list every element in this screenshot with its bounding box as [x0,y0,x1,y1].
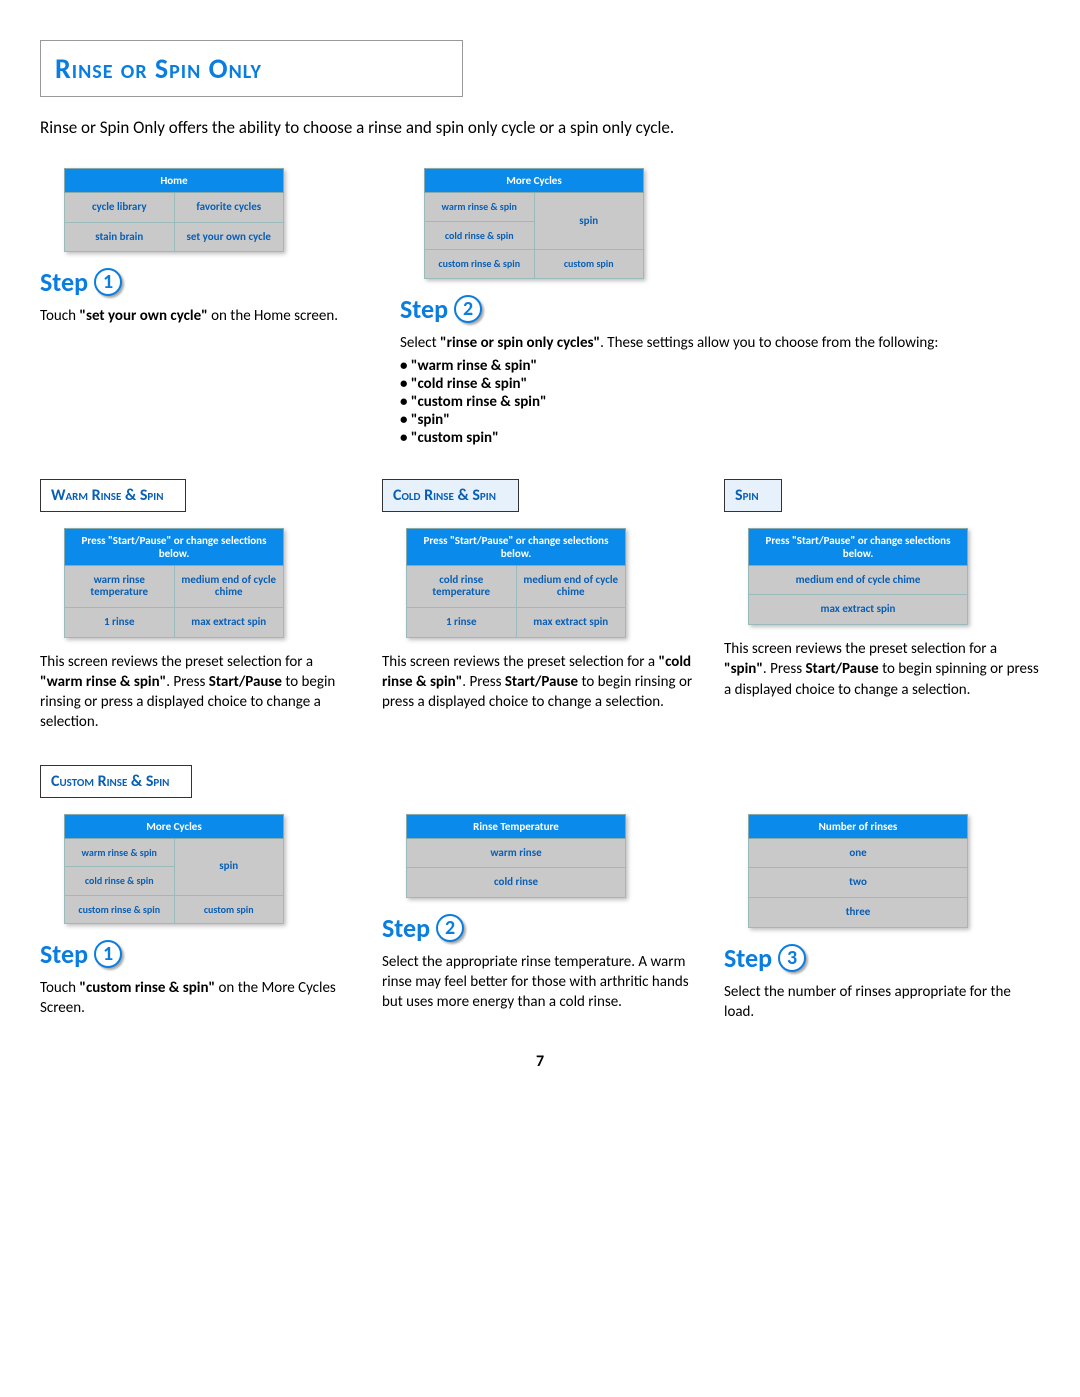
sub-cold: Cold Rinse & Spin [382,479,519,512]
home-cell[interactable]: cycle library [65,193,175,223]
mc-cell[interactable]: warm rinse & spin [65,838,175,867]
step2-lead: Select "rinse or spin only cycles". Thes… [400,333,1040,353]
step2-options: "warm rinse & spin" "cold rinse & spin" … [400,357,1040,447]
sub-custom: Custom Rinse & Spin [40,765,192,798]
cell[interactable]: 1 rinse [407,608,517,638]
cell[interactable]: warm rinse temperature [65,565,175,607]
b-step3-text: Select the number of rinses appropriate … [724,982,1040,1023]
num-rinses-panel: Number of rinses one two three [748,814,968,928]
page-title-box: Rinse or Spin Only [40,40,463,97]
opt: "warm rinse & spin" [400,357,1040,375]
mc-cell[interactable]: cold rinse & spin [425,221,535,250]
mc-cell[interactable]: spin [174,838,284,895]
b-step2-heading: Step 2 [382,912,698,944]
home-cell[interactable]: set your own cycle [174,222,284,252]
nr-header: Number of rinses [749,814,968,838]
hint: Press "Start/Pause" or change selections… [65,528,284,565]
mc-cell[interactable]: cold rinse & spin [65,867,175,896]
warm-desc: This screen reviews the preset selection… [40,652,356,733]
cell[interactable]: 1 rinse [65,608,175,638]
mc-cell[interactable]: custom rinse & spin [65,895,175,924]
b-step3-heading: Step 3 [724,942,1040,974]
mc-cell[interactable]: custom spin [174,895,284,924]
cell[interactable]: medium end of cycle chime [516,565,626,607]
mc-cell[interactable]: custom rinse & spin [425,250,535,279]
cell[interactable]: cold rinse temperature [407,565,517,607]
step-number-icon: 3 [778,944,806,972]
opt: "custom spin" [400,429,1040,447]
opt: "cold rinse & spin" [400,375,1040,393]
opt: "custom rinse & spin" [400,393,1040,411]
more-cycles-panel: More Cycles warm rinse & spin spin cold … [424,168,644,279]
step1-heading: Step 1 [40,266,360,298]
spin-desc: This screen reviews the preset selection… [724,639,1040,700]
step2-heading: Step 2 [400,293,1040,325]
rt-cell[interactable]: cold rinse [407,868,626,898]
more-cycles-panel-2: More Cycles warm rinse & spin spin cold … [64,814,284,925]
warm-preset-panel: Press "Start/Pause" or change selections… [64,528,284,638]
step-number-icon: 1 [94,940,122,968]
cold-preset-panel: Press "Start/Pause" or change selections… [406,528,626,638]
hint: Press "Start/Pause" or change selections… [407,528,626,565]
page-title: Rinse or Spin Only [55,51,262,86]
rinse-temp-panel: Rinse Temperature warm rinse cold rinse [406,814,626,898]
cell[interactable]: max extract spin [174,608,284,638]
nr-cell[interactable]: one [749,838,968,868]
b-step2-text: Select the appropriate rinse temperature… [382,952,698,1013]
mc2-header: More Cycles [65,814,284,838]
intro-text: Rinse or Spin Only offers the ability to… [40,117,1040,138]
step-number-icon: 2 [436,914,464,942]
spin-preset-panel: Press "Start/Pause" or change selections… [748,528,968,625]
cell[interactable]: max extract spin [749,595,968,625]
sub-spin: Spin [724,479,782,512]
page-number: 7 [40,1052,1040,1071]
cell[interactable]: medium end of cycle chime [174,565,284,607]
b-step1-text: Touch "custom rinse & spin" on the More … [40,978,356,1019]
mc-cell[interactable]: custom spin [534,250,644,279]
nr-cell[interactable]: two [749,868,968,898]
cell[interactable]: medium end of cycle chime [749,565,968,595]
rt-cell[interactable]: warm rinse [407,838,626,868]
home-panel-header: Home [65,169,284,193]
home-cell[interactable]: stain brain [65,222,175,252]
mc-cell[interactable]: warm rinse & spin [425,193,535,222]
opt: "spin" [400,411,1040,429]
b-step1-heading: Step 1 [40,938,356,970]
step-number-icon: 1 [94,268,122,296]
rt-header: Rinse Temperature [407,814,626,838]
more-cycles-header: More Cycles [425,169,644,193]
mc-cell[interactable]: spin [534,193,644,250]
cell[interactable]: max extract spin [516,608,626,638]
cold-desc: This screen reviews the preset selection… [382,652,698,713]
home-panel: Home cycle library favorite cycles stain… [64,168,284,252]
home-cell[interactable]: favorite cycles [174,193,284,223]
sub-warm: Warm Rinse & Spin [40,479,186,512]
step-number-icon: 2 [454,295,482,323]
nr-cell[interactable]: three [749,897,968,927]
step1-text: Touch "set your own cycle" on the Home s… [40,306,360,326]
hint: Press "Start/Pause" or change selections… [749,528,968,565]
